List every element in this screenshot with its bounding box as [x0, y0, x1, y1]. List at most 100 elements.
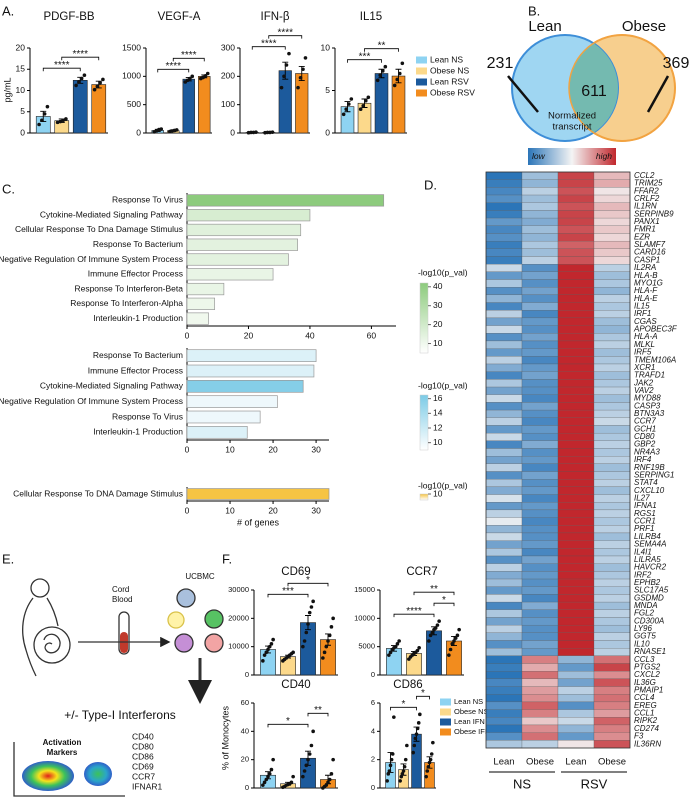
heatmap-cell — [521, 248, 559, 257]
heatmap-cell — [485, 440, 523, 449]
heatmap-cell — [521, 371, 559, 380]
heatmap-cell — [593, 471, 631, 480]
row-label: VAV2 — [634, 386, 654, 395]
data-point — [448, 647, 453, 652]
legend-label: Obese IFN — [454, 727, 490, 736]
colorbar-tick-label: 10 — [433, 437, 443, 447]
venn-count: 231 — [487, 55, 514, 72]
category-label: Cellular Response To Dna Damage Stimulus — [15, 224, 183, 234]
row-label: NR4A3 — [634, 447, 660, 456]
data-point — [74, 83, 78, 88]
heatmap-cell — [557, 440, 595, 449]
category-label: Interleukin-1 Production — [93, 427, 183, 437]
data-point — [393, 644, 398, 649]
row-label: IRF5 — [634, 348, 652, 357]
heatmap-cell — [485, 471, 523, 480]
fetus — [43, 633, 61, 654]
heatmap-cell — [557, 548, 595, 557]
significance-label: * — [286, 716, 290, 727]
data-point — [455, 633, 460, 638]
significance-bracket — [347, 59, 382, 63]
category-label: Immune Effector Process — [88, 365, 183, 375]
heatmap-cell — [485, 194, 523, 203]
heatmap-cell — [521, 456, 559, 464]
data-point — [387, 653, 391, 657]
heatmap-cell — [557, 532, 595, 541]
heatmap-cell — [521, 279, 559, 288]
heatmap-cell — [485, 386, 523, 395]
data-point — [77, 80, 81, 84]
panel-label: A. — [2, 3, 14, 18]
colorbar-title: transcript — [552, 122, 591, 133]
data-point — [64, 117, 68, 121]
significance-label: **** — [54, 60, 70, 71]
heatmap-cell — [557, 217, 595, 226]
heatmap-cell — [521, 609, 559, 618]
row-label: CCR1 — [634, 517, 656, 526]
heatmap-cell — [557, 363, 595, 372]
row-label: SERPINB9 — [634, 209, 674, 218]
heatmap-cell — [557, 517, 595, 526]
colorbar — [419, 493, 429, 501]
colorbar-title: -log10(p_val) — [418, 267, 468, 277]
heatmap-cell — [593, 678, 631, 687]
data-point — [291, 774, 295, 779]
data-point — [447, 653, 451, 657]
heatmap-cell — [593, 486, 631, 495]
legend-swatch — [440, 698, 451, 706]
heatmap-cell — [593, 256, 631, 265]
heatmap-cell — [485, 479, 523, 488]
data-point — [425, 769, 430, 773]
bar — [374, 73, 389, 134]
bar — [186, 253, 289, 266]
row-label: F3 — [634, 732, 644, 741]
heatmap-cell — [521, 310, 559, 319]
data-point — [289, 780, 294, 785]
schematic-label: +/- Type-I Interferons — [64, 708, 176, 722]
significance-label: ** — [430, 584, 438, 595]
data-point — [271, 757, 275, 762]
heatmap-cell — [485, 448, 523, 457]
row-label: IFNA1 — [634, 501, 657, 510]
data-point — [399, 774, 404, 779]
row-label: MYD88 — [634, 394, 661, 403]
data-point — [304, 763, 309, 768]
panel-label: F. — [222, 551, 232, 566]
x-tick-label: 20 — [268, 444, 278, 454]
data-point — [159, 127, 164, 131]
heatmap-cell — [593, 287, 631, 296]
bar — [278, 70, 292, 134]
heatmap-cell — [521, 648, 559, 656]
heatmap-cell — [557, 732, 595, 741]
chart-title: CD40 — [281, 679, 310, 691]
heatmap-cell — [557, 624, 595, 633]
heatmap-cell — [521, 448, 559, 457]
heatmap-cell — [485, 394, 523, 403]
bar — [186, 349, 317, 362]
heatmap-cell — [593, 601, 631, 610]
heatmap-cell — [521, 586, 559, 595]
heatmap-cell — [557, 379, 595, 388]
heatmap-cell — [557, 402, 595, 411]
row-label: RIPK2 — [634, 716, 658, 725]
heatmap-cell — [521, 479, 559, 488]
y-tick-label: 0 — [230, 127, 235, 137]
significance-label: * — [306, 575, 310, 586]
data-point — [437, 619, 441, 623]
data-point — [301, 644, 305, 649]
bar — [186, 312, 209, 325]
y-tick-label: 15 — [16, 64, 26, 74]
heatmap-cell — [593, 402, 631, 411]
category-label: Response To Interferon-Beta — [74, 283, 183, 293]
heatmap-cell — [521, 571, 559, 580]
data-point — [309, 605, 314, 609]
heatmap-cell — [485, 317, 523, 326]
bar — [186, 364, 315, 378]
significance-label: **** — [165, 61, 181, 72]
data-point — [262, 780, 267, 785]
heatmap-cell — [557, 302, 595, 311]
data-point — [270, 130, 275, 134]
data-point — [401, 769, 406, 773]
heatmap-cell — [485, 356, 523, 365]
y-tick-label: 5 — [20, 106, 25, 116]
